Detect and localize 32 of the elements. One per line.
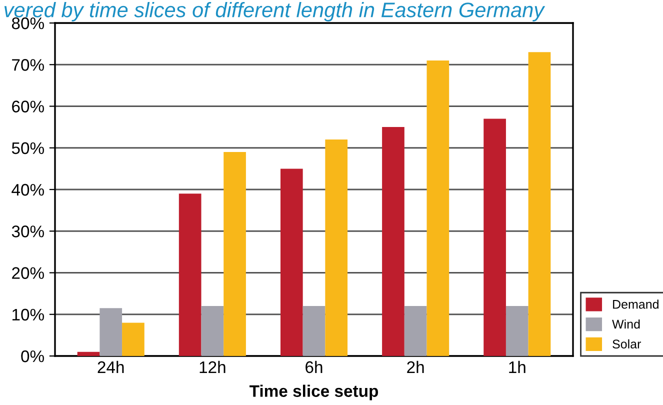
bar [426, 60, 450, 356]
x-axis-title: Time slice setup [250, 384, 378, 400]
y-tick-label: 40% [12, 184, 44, 196]
x-tick-label: 6h [306, 360, 322, 374]
bar [404, 306, 427, 356]
x-tick-label: 24h [98, 360, 124, 373]
x-tick-label: 1h [509, 360, 526, 373]
legend-label: Solar [612, 339, 641, 348]
bar [325, 140, 348, 356]
y-tick-label: 0% [21, 350, 44, 362]
bar [100, 308, 122, 356]
x-tick-label: 12h [200, 360, 226, 373]
y-tick-label: 70% [12, 59, 44, 71]
y-tick-label: 20% [12, 267, 44, 279]
y-tick-label: 30% [12, 226, 44, 238]
bar [122, 322, 144, 356]
x-tick-label: 2h [407, 360, 424, 373]
legend-label: Wind [612, 319, 640, 329]
bar [506, 306, 528, 356]
bar [528, 52, 551, 356]
legend-label: Demand [613, 300, 658, 309]
bar [302, 306, 326, 356]
bar [77, 352, 100, 356]
bar [382, 127, 404, 356]
y-tick-label: 10% [12, 308, 44, 321]
bar [201, 306, 224, 356]
bar [178, 194, 202, 356]
bar [224, 152, 246, 356]
y-tick-label: 50% [12, 142, 44, 154]
bar [280, 168, 303, 356]
bar [484, 118, 506, 356]
y-tick-label: 60% [12, 100, 44, 112]
